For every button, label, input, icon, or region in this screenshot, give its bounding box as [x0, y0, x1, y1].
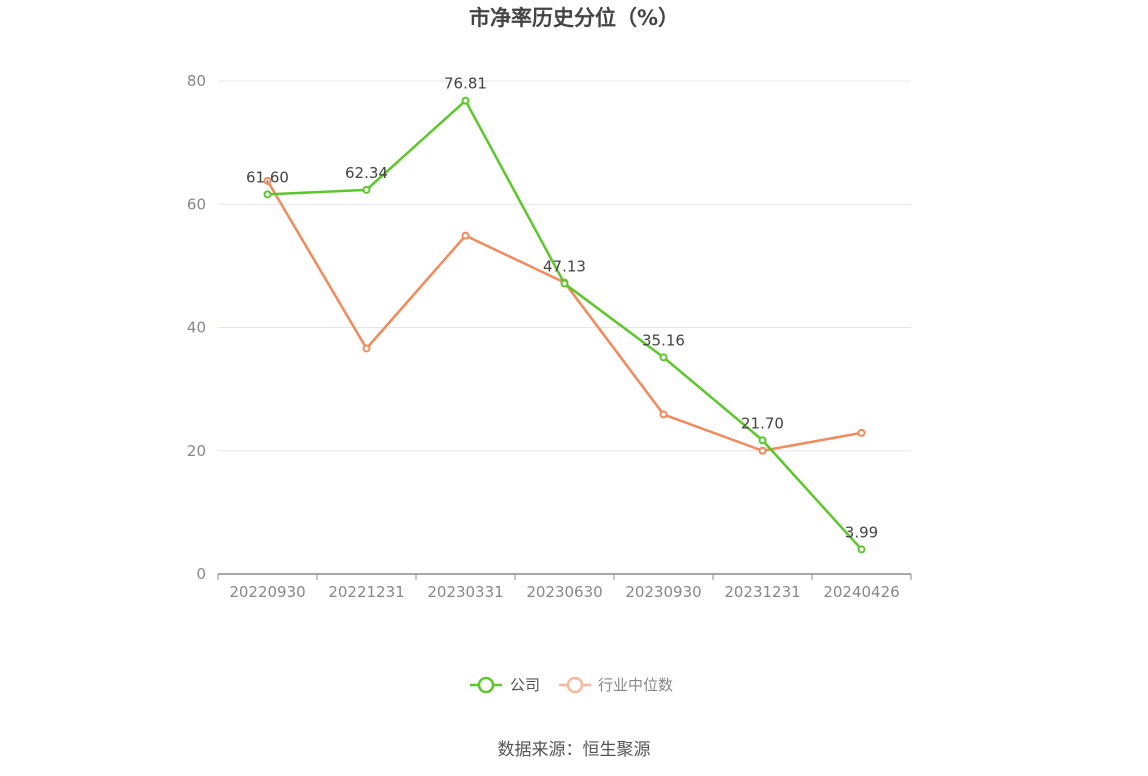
data-point-company[interactable]	[560, 279, 569, 288]
legend-label: 行业中位数	[598, 676, 673, 694]
data-label: 61.60	[246, 168, 289, 186]
x-tick-label: 20240426	[823, 583, 899, 601]
data-source-note: 数据来源：恒生聚源	[498, 740, 651, 760]
data-point-company[interactable]	[758, 436, 767, 445]
data-label: 76.81	[444, 75, 487, 93]
legend-item-industry-median[interactable]: 行业中位数	[559, 676, 673, 694]
data-point-industry-median[interactable]	[461, 231, 470, 240]
legend-label: 公司	[510, 676, 540, 694]
x-tick-label: 20230331	[427, 583, 503, 601]
data-point-industry-median[interactable]	[659, 410, 668, 419]
data-point-industry-median[interactable]	[857, 428, 866, 437]
legend[interactable]: 公司 行业中位数	[470, 676, 673, 694]
data-point-company[interactable]	[659, 353, 668, 362]
data-point-industry-median[interactable]	[362, 344, 371, 353]
x-tick-label: 20230630	[526, 583, 602, 601]
data-label: 62.34	[345, 164, 388, 182]
legend-item-company[interactable]: 公司	[470, 676, 540, 694]
axes: 0 20 40 60 80 20220930 20221231 20230331 2023063…	[187, 72, 912, 601]
data-label: 35.16	[642, 331, 685, 349]
data-point-company[interactable]	[461, 96, 470, 105]
y-tick-label: 20	[187, 442, 206, 460]
y-tick-label: 80	[187, 72, 206, 90]
legend-marker-icon	[477, 676, 495, 694]
series-lines	[263, 96, 866, 554]
data-label: 47.13	[543, 258, 586, 276]
x-tick-label: 20221231	[328, 583, 404, 601]
data-point-industry-median[interactable]	[758, 446, 767, 455]
data-label: 3.99	[845, 523, 878, 541]
data-point-industry-median[interactable]	[263, 176, 272, 185]
legend-marker-icon	[566, 676, 584, 694]
data-point-company[interactable]	[362, 185, 371, 194]
grid-lines	[218, 80, 911, 452]
series-line-industry-median	[266, 180, 862, 452]
y-tick-label: 40	[187, 319, 206, 337]
y-tick-label: 0	[196, 565, 206, 583]
x-tick-label: 20220930	[229, 583, 305, 601]
x-tick-label: 20231231	[724, 583, 800, 601]
y-tick-label: 60	[187, 195, 206, 213]
data-point-company[interactable]	[857, 545, 866, 554]
x-tick-label: 20230930	[625, 583, 701, 601]
data-label: 21.70	[741, 414, 784, 432]
data-point-company[interactable]	[263, 190, 272, 199]
chart-title: 市净率历史分位（%）	[469, 6, 679, 30]
data-labels: 61.60 62.34 76.81 47.13 35.16 21.70 3.99	[246, 75, 878, 542]
